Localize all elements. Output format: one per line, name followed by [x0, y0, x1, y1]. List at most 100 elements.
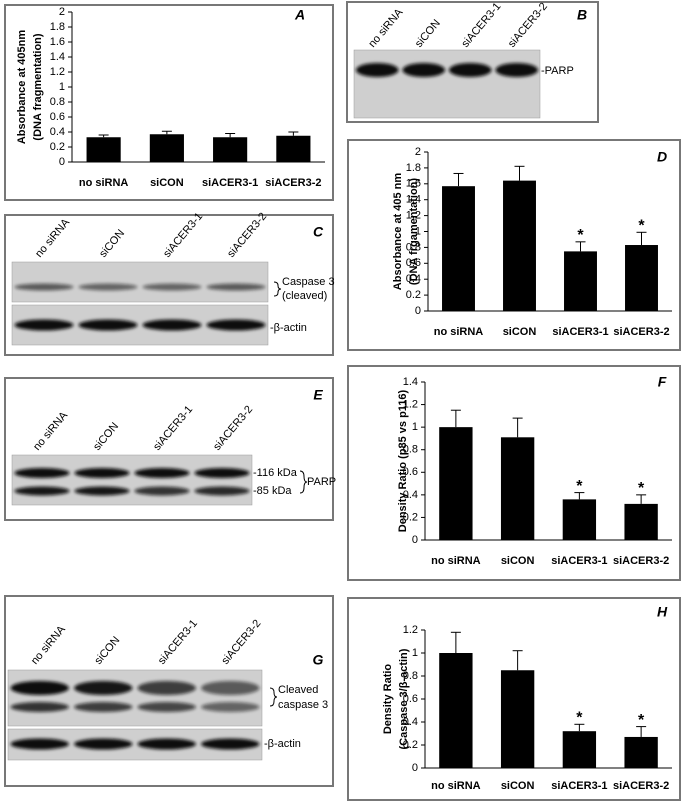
y-tick-label: 2	[59, 6, 65, 18]
panel-frame	[4, 4, 334, 201]
y-axis-label: (DNA frgamentation)	[408, 178, 420, 285]
bar	[624, 736, 658, 768]
panel-letter: A	[294, 7, 305, 23]
bar	[149, 134, 184, 162]
x-tick-label: siACER3-2	[613, 780, 669, 792]
y-tick-label: 0.4	[406, 273, 421, 285]
y-tick-label: 0.6	[403, 693, 418, 705]
significance-marker: *	[576, 478, 583, 495]
lane-label: siACER3-1	[459, 1, 503, 50]
band-label: -PARP	[541, 65, 574, 77]
y-tick-label: 1.8	[50, 21, 65, 33]
blot-band	[74, 681, 133, 695]
panel-letter: H	[657, 604, 668, 620]
y-axis-label: Density Ratio	[382, 664, 394, 735]
y-tick-label: 0.2	[403, 511, 418, 523]
panel-frame	[346, 1, 599, 123]
blot-band	[10, 702, 69, 712]
blot-band	[78, 283, 138, 291]
x-tick-label: siCON	[501, 780, 535, 792]
y-tick-label: 0	[412, 762, 418, 774]
lane-label: siACER3-2	[225, 211, 269, 260]
blot-strip	[11, 261, 269, 303]
x-tick-label: siACER3-2	[265, 177, 321, 189]
error-bar	[575, 241, 586, 252]
panel-letter: C	[313, 224, 324, 240]
error-bar	[453, 172, 464, 187]
y-tick-label: 0	[415, 305, 421, 317]
blot-band	[206, 319, 266, 331]
bar	[442, 186, 475, 311]
blot-band	[74, 702, 133, 712]
significance-marker: *	[576, 710, 583, 727]
y-axis-label: Absorbance at 405 nm	[392, 173, 404, 291]
significance-marker: *	[638, 712, 645, 729]
y-axis-label: (DNA fragmentation)	[32, 33, 44, 140]
error-bar	[450, 409, 461, 428]
x-tick-label: siACER3-1	[551, 780, 607, 792]
band-label: Caspase 3	[282, 276, 335, 288]
error-bar	[636, 726, 647, 737]
blot-band	[201, 702, 260, 712]
error-bar	[161, 130, 172, 135]
band-label: (cleaved)	[282, 290, 327, 302]
band-label: caspase 3	[278, 699, 328, 711]
error-bar	[512, 417, 523, 438]
y-tick-label: 0	[59, 156, 65, 168]
blot-band	[14, 319, 74, 331]
blot-band	[78, 319, 138, 331]
error-bar	[514, 165, 525, 181]
y-tick-label: 0.4	[403, 716, 418, 728]
y-tick-label: 1.4	[50, 51, 65, 63]
band-label: PARP	[307, 476, 336, 488]
y-axis-label: (Caspase 3/β-actin)	[398, 648, 410, 749]
x-tick-label: siACER3-2	[613, 555, 669, 567]
blot-band	[201, 738, 260, 750]
bar	[624, 503, 658, 540]
y-tick-label: 0.4	[403, 489, 418, 501]
blot-band	[142, 319, 202, 331]
band-label: -85 kDa	[253, 485, 292, 497]
bar	[500, 437, 535, 540]
y-tick-label: 1.2	[403, 398, 418, 410]
y-tick-label: 1	[412, 647, 418, 659]
lane-label: no siRNA	[366, 6, 405, 50]
blot-band	[10, 738, 69, 750]
x-tick-label: no siRNA	[431, 780, 481, 792]
y-tick-label: 1.4	[406, 194, 421, 206]
y-tick-label: 0.4	[50, 126, 65, 138]
blot-band	[137, 681, 196, 695]
y-tick-label: 0.6	[406, 257, 421, 269]
blot-band	[74, 738, 133, 750]
y-tick-label: 0.8	[50, 96, 65, 108]
x-tick-label: siACER3-2	[613, 326, 669, 338]
blot-band	[194, 468, 250, 478]
y-tick-label: 1	[412, 421, 418, 433]
blot-band	[74, 468, 130, 478]
band-label: -β-actin	[270, 322, 307, 334]
blot-band	[194, 486, 250, 496]
lane-label: siACER3-2	[506, 1, 550, 50]
lane-label: no siRNA	[29, 623, 68, 667]
y-tick-label: 1.4	[403, 376, 418, 388]
x-tick-label: no siRNA	[434, 326, 484, 338]
error-bar	[574, 723, 585, 732]
blot-band	[201, 681, 260, 695]
y-tick-label: 0.2	[406, 289, 421, 301]
bar	[562, 499, 597, 540]
y-tick-label: 0.2	[50, 141, 65, 153]
blot-band	[355, 63, 399, 77]
blot-band	[10, 681, 69, 695]
lane-label: no siRNA	[31, 409, 70, 453]
blot-band	[14, 468, 70, 478]
y-tick-label: 0.8	[403, 444, 418, 456]
panel-letter: B	[577, 7, 587, 23]
blot-band	[14, 283, 74, 291]
y-tick-label: 1.6	[406, 178, 421, 190]
x-tick-label: no siRNA	[431, 555, 481, 567]
y-tick-label: 1.6	[50, 36, 65, 48]
error-bar	[450, 631, 461, 653]
bar	[86, 137, 121, 162]
band-label: -β-actin	[264, 738, 301, 750]
blot-band	[134, 468, 190, 478]
